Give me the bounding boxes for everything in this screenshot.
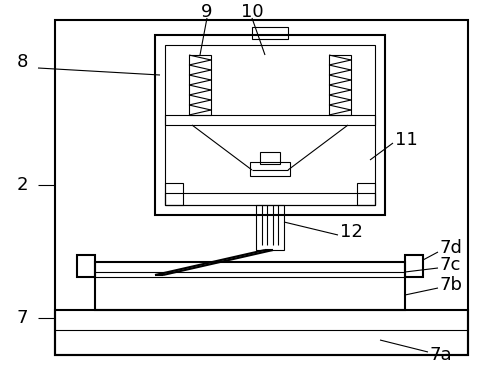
Bar xyxy=(77,255,95,277)
Bar xyxy=(249,162,290,176)
Bar xyxy=(155,35,384,215)
Bar xyxy=(188,55,210,115)
Text: 11: 11 xyxy=(394,131,417,149)
Bar xyxy=(55,310,467,355)
Text: 7c: 7c xyxy=(439,256,460,274)
Bar xyxy=(256,205,284,250)
Bar xyxy=(260,152,280,164)
Bar xyxy=(165,193,374,205)
Bar xyxy=(252,27,288,39)
Text: 7a: 7a xyxy=(429,346,452,364)
Bar xyxy=(165,115,374,125)
Text: 12: 12 xyxy=(339,223,362,241)
Bar xyxy=(356,183,374,205)
Bar xyxy=(165,183,183,205)
Text: 10: 10 xyxy=(240,3,263,21)
Text: 7: 7 xyxy=(16,309,28,327)
Bar xyxy=(165,45,374,205)
Bar xyxy=(404,255,422,277)
Text: 9: 9 xyxy=(201,3,212,21)
Text: 7b: 7b xyxy=(439,276,462,294)
Text: 7d: 7d xyxy=(439,239,462,257)
Bar xyxy=(55,20,467,355)
Bar xyxy=(95,262,404,310)
Text: 8: 8 xyxy=(16,53,28,71)
Bar xyxy=(328,55,350,115)
Text: 2: 2 xyxy=(16,176,28,194)
